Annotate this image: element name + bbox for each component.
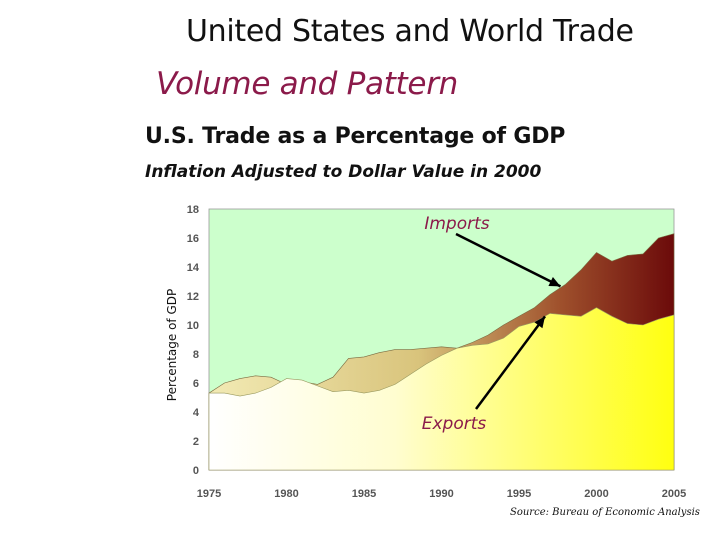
annotation-arrowhead — [548, 276, 561, 287]
annotation-arrow — [455, 232, 562, 288]
slide-title: United States and World Trade — [186, 14, 634, 49]
annotation-arrow — [474, 315, 547, 410]
annotation-label-imports: Imports — [424, 214, 489, 234]
y-tick-label: 6 — [193, 378, 199, 390]
annotation-label-exports: Exports — [422, 414, 487, 434]
y-tick-label: 18 — [187, 204, 199, 216]
annotation-arrowhead — [534, 316, 545, 329]
slide-subtitle: Volume and Pattern — [156, 66, 458, 102]
x-tick-label: 1995 — [507, 488, 531, 500]
x-tick-label: 1975 — [197, 488, 221, 500]
y-tick-label: 16 — [187, 233, 199, 245]
chart-heading: U.S. Trade as a Percentage of GDP — [145, 124, 566, 149]
y-tick-label: 0 — [193, 465, 199, 477]
exports-area — [208, 307, 675, 471]
x-tick-label: 2005 — [662, 488, 686, 500]
x-tick-label: 1980 — [274, 488, 298, 500]
x-tick-label: 1990 — [429, 488, 453, 500]
y-axis-label: Percentage of GDP — [165, 289, 179, 401]
y-tick-label: 12 — [187, 291, 199, 303]
y-tick-label: 4 — [193, 407, 200, 419]
chart-subheading: Inflation Adjusted to Dollar Value in 20… — [145, 162, 542, 182]
source-note: Source: Bureau of Economic Analysis — [510, 507, 700, 518]
y-tick-label: 8 — [193, 349, 199, 361]
x-tick-label: 1985 — [352, 488, 376, 500]
y-tick-label: 2 — [193, 436, 199, 448]
y-tick-label: 14 — [187, 262, 200, 274]
y-tick-label: 10 — [187, 320, 199, 332]
x-tick-label: 2000 — [584, 488, 608, 500]
